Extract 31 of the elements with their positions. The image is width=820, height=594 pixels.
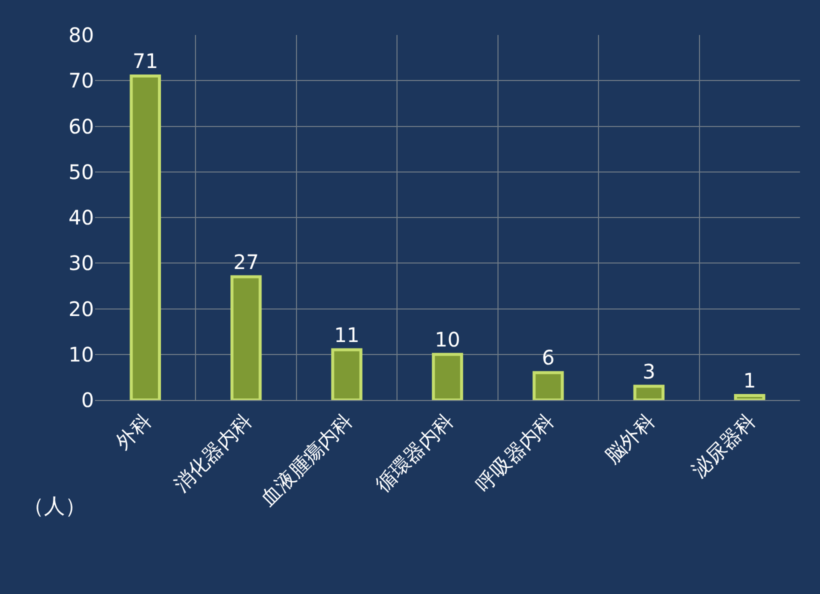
data-label: 11 xyxy=(334,322,360,347)
data-label: 10 xyxy=(434,327,460,352)
bar xyxy=(432,352,464,400)
y-tick-label: 20 xyxy=(68,296,94,321)
y-tick-label: 70 xyxy=(68,68,94,93)
y-tick-label: 30 xyxy=(68,251,94,276)
data-label: 1 xyxy=(743,368,756,392)
x-tick-label: 循環器内科 xyxy=(370,408,458,496)
x-tick-label: 消化器内科 xyxy=(168,408,257,496)
bar xyxy=(230,275,262,400)
x-tick-label: 血液腫瘍内科 xyxy=(256,408,358,510)
data-label: 3 xyxy=(642,359,656,384)
y-tick-label: 50 xyxy=(68,160,94,184)
y-tick-label: 40 xyxy=(68,206,94,230)
bar xyxy=(331,348,362,400)
x-tick-label: 外科 xyxy=(110,408,156,454)
x-tick-label: 脳外科 xyxy=(600,408,660,468)
y-tick-label: 80 xyxy=(68,23,94,47)
y-tick-label: 60 xyxy=(68,114,94,138)
bar xyxy=(130,74,161,400)
bar xyxy=(734,394,766,400)
data-label: 71 xyxy=(132,49,158,74)
data-label: 6 xyxy=(542,346,555,370)
y-axis-title: （人） xyxy=(23,494,86,518)
y-tick-label: 0 xyxy=(81,388,94,412)
bar xyxy=(633,384,665,400)
data-label: 27 xyxy=(233,250,259,274)
y-tick-label: 10 xyxy=(68,342,94,366)
bar xyxy=(532,371,564,400)
x-tick-label: 泌尿器科 xyxy=(686,408,760,482)
x-tick-label: 呼吸器内科 xyxy=(471,408,559,496)
